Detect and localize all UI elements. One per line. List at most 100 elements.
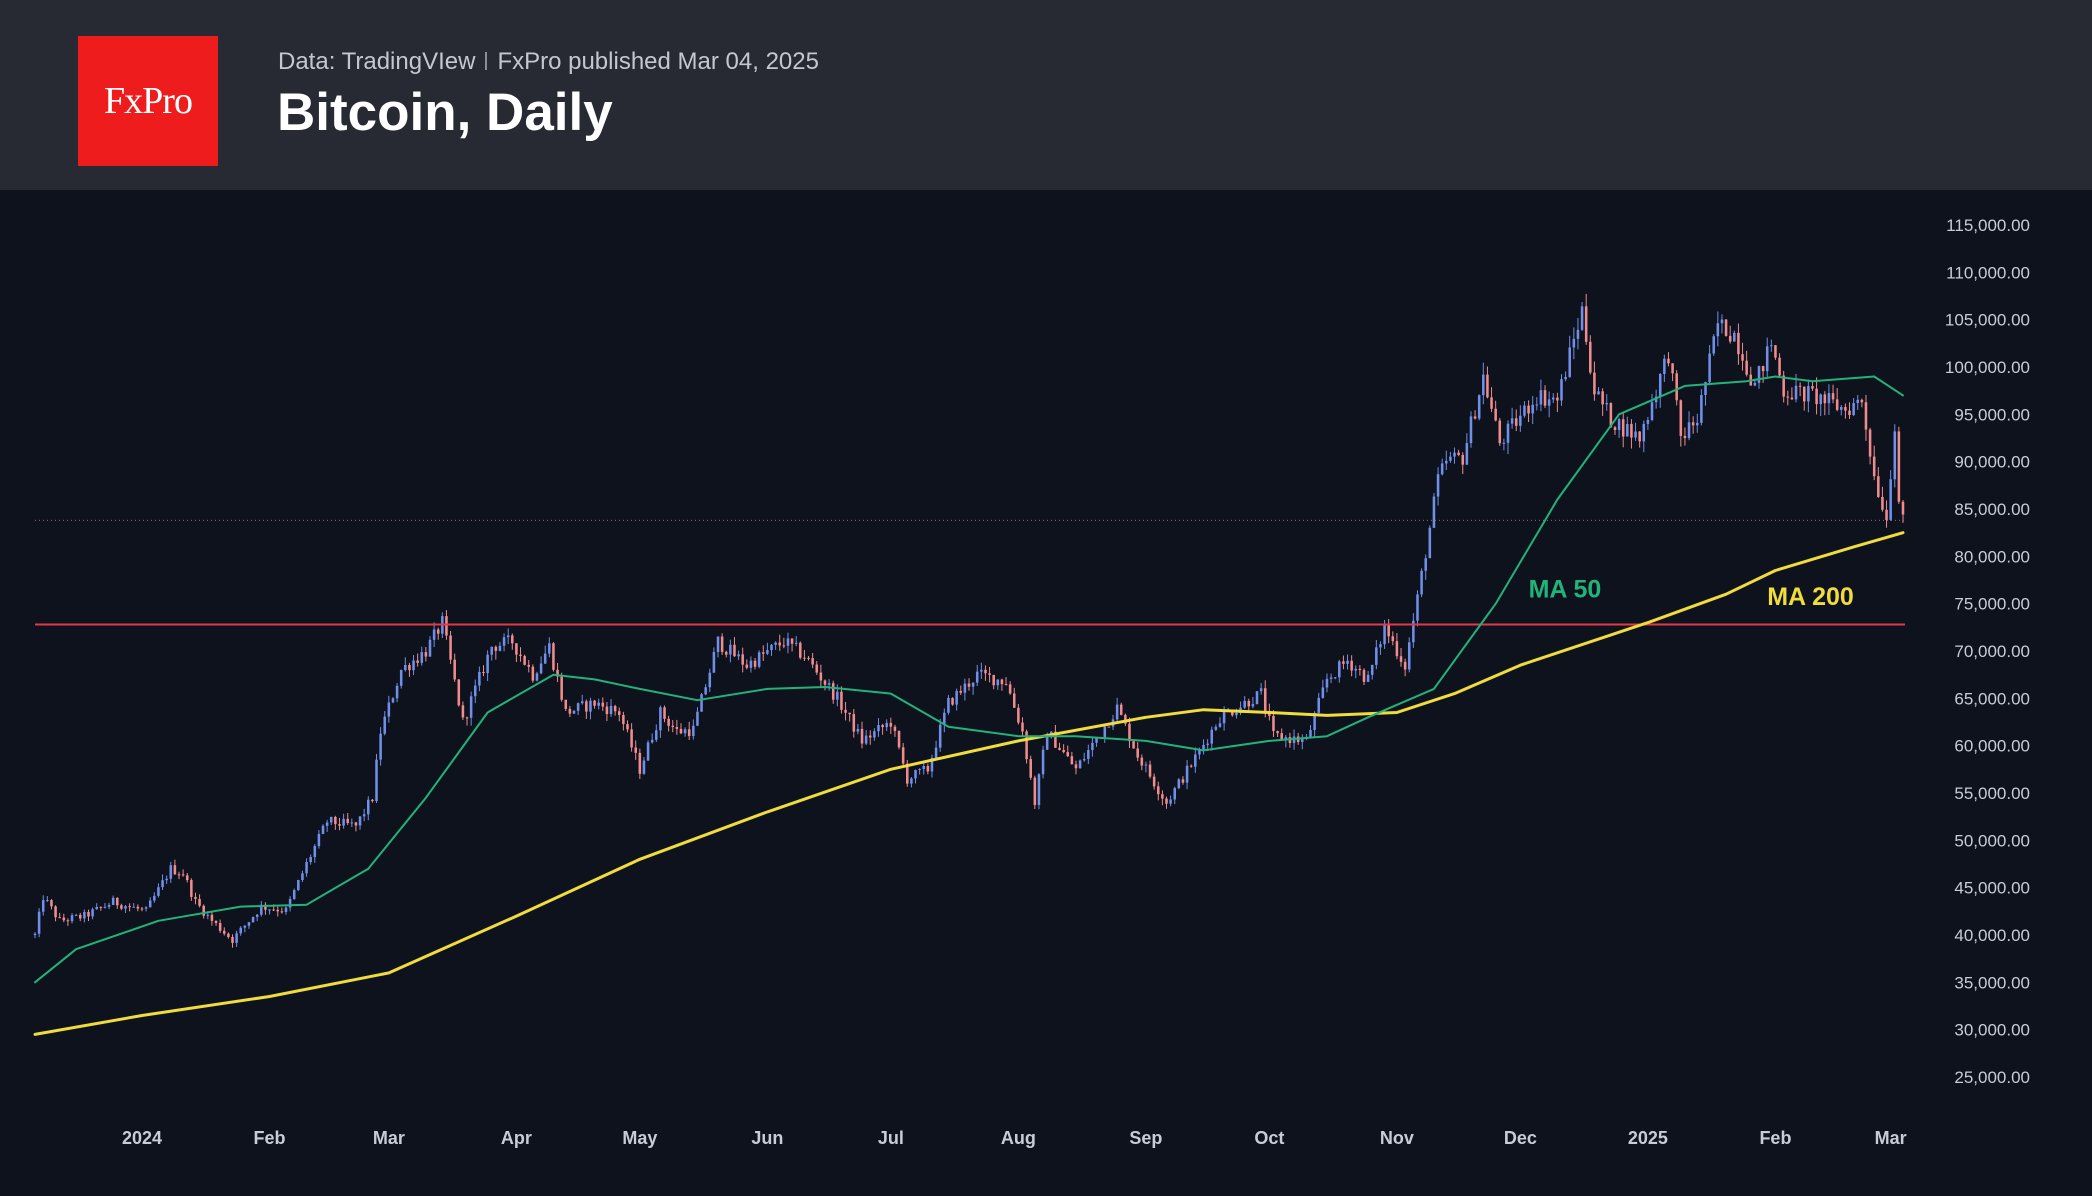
candle-body bbox=[268, 909, 271, 911]
candle-body bbox=[1235, 712, 1238, 716]
candle-body bbox=[235, 933, 238, 943]
candle-body bbox=[860, 728, 864, 744]
candle-body bbox=[482, 671, 485, 674]
candle-body bbox=[338, 824, 341, 826]
x-tick-label: Aug bbox=[1001, 1128, 1036, 1148]
price-chart: 115,000.00 110,000.00 105,000.00 100,000.00… bbox=[0, 190, 2092, 1196]
candle-body bbox=[1457, 452, 1460, 455]
candle-body bbox=[469, 696, 473, 718]
candle-body bbox=[996, 679, 1000, 686]
candle-body bbox=[1033, 777, 1037, 806]
candle-body bbox=[1679, 400, 1683, 436]
candle-body bbox=[1790, 397, 1794, 400]
candle-body bbox=[1012, 693, 1016, 708]
candle-body bbox=[107, 904, 111, 907]
candle-body bbox=[251, 917, 255, 923]
candle-body bbox=[1556, 397, 1559, 401]
candle-body bbox=[1675, 373, 1678, 401]
candle-body bbox=[622, 714, 625, 725]
candle-body bbox=[1453, 452, 1456, 457]
candle-body bbox=[490, 646, 493, 655]
candle-body bbox=[897, 730, 901, 748]
candle-body bbox=[395, 685, 399, 699]
candle-body bbox=[317, 833, 321, 847]
candle-body bbox=[906, 763, 909, 784]
candle-body bbox=[1445, 460, 1448, 464]
y-tick-label: 70,000.00 bbox=[1954, 642, 2030, 661]
candle-body bbox=[1161, 794, 1164, 799]
candle-body bbox=[556, 669, 559, 677]
candle-body bbox=[687, 729, 691, 737]
candle-body bbox=[947, 697, 950, 713]
logo-text: FxPro bbox=[104, 80, 193, 122]
candle-body bbox=[1580, 306, 1584, 330]
candle-body bbox=[716, 636, 720, 653]
candle-body bbox=[1646, 419, 1650, 424]
candle-body bbox=[1280, 733, 1283, 741]
candlestick-series bbox=[33, 293, 1905, 948]
candle-body bbox=[1835, 399, 1839, 410]
candle-body bbox=[708, 672, 712, 688]
candle-body bbox=[1054, 731, 1057, 748]
candle-body bbox=[1407, 642, 1411, 670]
annotations: MA 50 MA 200 bbox=[1529, 576, 1854, 612]
candle-body bbox=[617, 711, 621, 715]
candle-body bbox=[692, 725, 695, 737]
candle-body bbox=[1889, 479, 1892, 520]
candle-body bbox=[523, 656, 526, 665]
candle-body bbox=[1338, 661, 1341, 678]
candle-body bbox=[1025, 731, 1028, 760]
candle-body bbox=[1761, 366, 1765, 372]
candle-body bbox=[1848, 410, 1851, 416]
x-axis: 2024 Feb Mar Apr May Jun Jul Aug Sep Oct Nov Dec 202… bbox=[122, 1128, 1907, 1148]
y-tick-label: 90,000.00 bbox=[1954, 453, 2030, 472]
candle-body bbox=[856, 728, 860, 732]
candle-body bbox=[1519, 415, 1522, 426]
candle-body bbox=[1564, 376, 1567, 380]
candle-body bbox=[1531, 404, 1534, 414]
candle-body bbox=[720, 636, 724, 652]
candle-body bbox=[461, 705, 465, 718]
candle-body bbox=[1856, 399, 1860, 404]
candle-body bbox=[124, 906, 127, 909]
candle-body bbox=[634, 747, 637, 753]
candle-body bbox=[794, 642, 798, 644]
candle-body bbox=[502, 637, 506, 646]
candle-body bbox=[1469, 416, 1473, 444]
candle-body bbox=[737, 654, 740, 657]
candle-body bbox=[190, 880, 193, 897]
candle-body bbox=[1259, 688, 1263, 692]
candle-body bbox=[1461, 454, 1465, 465]
candle-body bbox=[1728, 335, 1732, 342]
candle-body bbox=[1840, 406, 1843, 410]
candle-body bbox=[659, 707, 662, 731]
y-axis: 115,000.00 110,000.00 105,000.00 100,000.00… bbox=[1945, 216, 2030, 1087]
candle-body bbox=[465, 717, 469, 719]
y-tick-label: 80,000.00 bbox=[1954, 547, 2030, 566]
candle-body bbox=[116, 897, 119, 906]
candle-body bbox=[1066, 752, 1070, 757]
candle-body bbox=[1321, 687, 1325, 698]
candle-body bbox=[1165, 798, 1168, 804]
candle-body bbox=[1449, 456, 1452, 461]
y-tick-label: 40,000.00 bbox=[1954, 926, 2030, 945]
x-tick-label: Apr bbox=[501, 1128, 532, 1148]
candle-body bbox=[1782, 375, 1785, 397]
candle-body bbox=[132, 906, 136, 908]
candle-body bbox=[724, 651, 728, 655]
candle-body bbox=[325, 822, 329, 826]
candle-body bbox=[1543, 390, 1547, 406]
candle-body bbox=[1062, 749, 1065, 753]
candle-body bbox=[840, 691, 843, 710]
candle-body bbox=[1313, 712, 1316, 730]
candle-body bbox=[387, 702, 391, 717]
candle-body bbox=[297, 879, 300, 891]
candle-body bbox=[1811, 386, 1814, 389]
candle-body bbox=[1650, 402, 1654, 420]
candle-body bbox=[831, 683, 835, 700]
candle-body bbox=[165, 878, 168, 881]
candle-body bbox=[177, 874, 181, 876]
x-tick-label: Jun bbox=[751, 1128, 783, 1148]
fxpro-logo: FxPro bbox=[78, 36, 218, 166]
candle-body bbox=[827, 683, 831, 685]
